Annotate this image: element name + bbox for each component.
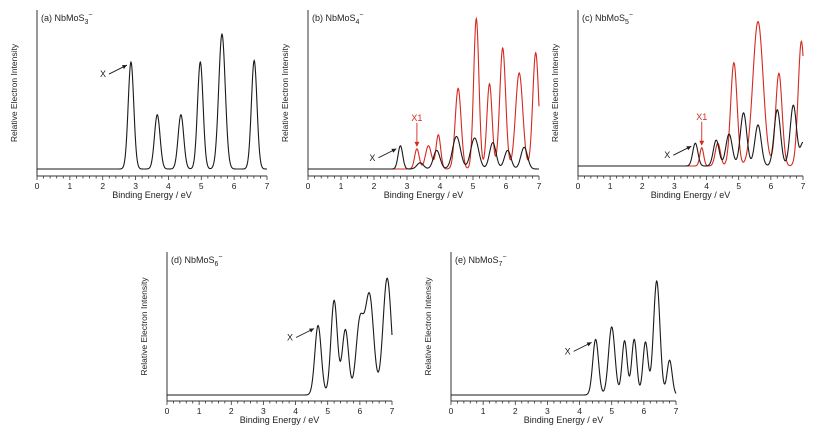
x-tick-label: 0	[165, 406, 170, 416]
y-axis-label: Relative Electron Intensity	[139, 277, 149, 376]
x-tick-label: 6	[504, 181, 509, 191]
x-tick-label: 2	[513, 406, 518, 416]
x-tick-label: 7	[265, 181, 270, 191]
x-axis-label: Binding Energy / eV	[240, 415, 320, 425]
panel-title: (b) NbMoS4−	[312, 12, 364, 26]
x-tick-label: 1	[197, 406, 202, 416]
panel-title: (a) NbMoS3−	[41, 12, 93, 26]
annotation-x-label: X	[565, 346, 571, 356]
x-tick-label: 6	[768, 181, 773, 191]
x-tick-label: 2	[100, 181, 105, 191]
y-axis-label: Relative Electron Intensity	[9, 43, 19, 142]
x-tick-label: 1	[67, 181, 72, 191]
x-tick-label: 1	[608, 181, 613, 191]
pes-figure: 0 1 2 3 4 5 6 7Binding Energy / eVRelative Elec…	[0, 0, 815, 430]
panel-title: (e) NbMoS7−	[455, 254, 507, 268]
x-tick-label: 5	[736, 181, 741, 191]
x-tick-label: 6	[641, 406, 646, 416]
arrowhead-icon	[414, 142, 419, 147]
panel-title: (c) NbMoS5−	[582, 12, 633, 26]
series-line-black	[37, 34, 267, 169]
annotation-x-label: X	[287, 333, 293, 343]
annotation-x-label: X	[369, 153, 375, 163]
x-tick-label: 6	[232, 181, 237, 191]
x-tick-label: 6	[357, 406, 362, 416]
annotation-x-label: X	[100, 69, 106, 79]
x-tick-label: 1	[481, 406, 486, 416]
x-axis-label: Binding Energy / eV	[384, 190, 464, 200]
x-tick-label: 7	[390, 406, 395, 416]
x-tick-label: 0	[306, 181, 311, 191]
annotation-x-label: X	[664, 150, 670, 160]
x-tick-label: 5	[609, 406, 614, 416]
series-line-red	[578, 22, 803, 166]
annotation-x1-label: X1	[696, 112, 707, 122]
x-tick-label: 7	[674, 406, 679, 416]
y-axis-label: Relative Electron Intensity	[280, 43, 290, 142]
x-tick-label: 2	[640, 181, 645, 191]
series-line-black	[167, 278, 392, 395]
x-tick-label: 5	[471, 181, 476, 191]
y-axis-label: Relative Electron Intensity	[550, 43, 560, 142]
x-tick-label: 7	[537, 181, 542, 191]
x-tick-label: 0	[35, 181, 40, 191]
x-tick-label: 0	[449, 406, 454, 416]
x-tick-label: 2	[229, 406, 234, 416]
x-axis-label: Binding Energy / eV	[112, 190, 192, 200]
series-line-red	[308, 19, 539, 169]
x-axis-label: Binding Energy / eV	[524, 415, 604, 425]
x-tick-label: 2	[372, 181, 377, 191]
annotation-x1-label: X1	[411, 113, 422, 123]
x-tick-label: 7	[801, 181, 806, 191]
x-tick-label: 1	[339, 181, 344, 191]
arrowhead-icon	[699, 141, 704, 146]
x-tick-label: 0	[576, 181, 581, 191]
series-line-black	[578, 105, 803, 166]
series-line-black	[451, 281, 676, 395]
panel-title: (d) NbMoS6−	[171, 254, 223, 268]
x-tick-label: 5	[325, 406, 330, 416]
x-tick-label: 5	[199, 181, 204, 191]
y-axis-label: Relative Electron Intensity	[423, 277, 433, 376]
x-axis-label: Binding Energy / eV	[651, 190, 731, 200]
